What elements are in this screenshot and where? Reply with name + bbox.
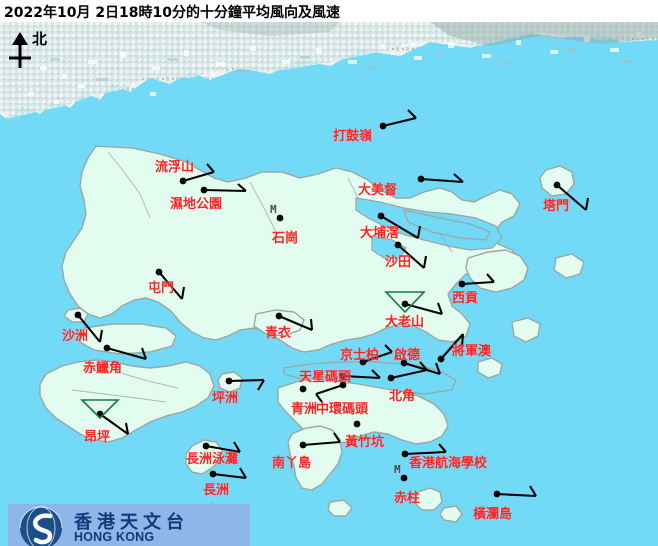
hko-logo-chinese: 香港天文台 (74, 512, 189, 533)
station-label: 北角 (389, 389, 416, 404)
station-label: 濕地公園 (170, 197, 223, 212)
north-arrow-icon (9, 32, 31, 68)
station-label: 天星碼頭 (299, 370, 352, 385)
north-label: 北 (32, 30, 48, 48)
station-marker-m: M (270, 203, 277, 216)
green-triangle-markers-layer (80, 291, 426, 420)
station-label: 大美督 (358, 183, 398, 198)
station-label: 石崗 (272, 231, 299, 246)
north-arrow: 北 (6, 28, 60, 72)
hko-logo-english: HONG KONG OBSERVATORY (74, 530, 170, 546)
hko-spiral-logo-icon (19, 506, 63, 546)
station-label: 赤柱 (394, 491, 421, 506)
station-label: 長洲 (203, 483, 230, 498)
station-label: 橫瀾島 (473, 507, 513, 522)
inner-water-layer (355, 197, 503, 259)
title-bar: 2022年10月 2日18時10分的十分鐘平均風向及風速 (0, 0, 658, 22)
station-marker-m: M (394, 463, 401, 476)
map-canvas[interactable]: 北 打鼓嶺流浮山濕地公園石崗 M 大美督塔門大埔滘沙田屯門西貢沙洲赤鱲角 青衣 大老山將… (0, 22, 658, 546)
station-label: 赤鱲角 (83, 361, 123, 376)
station-dots-layer (276, 214, 408, 482)
station-label: 將軍澳 (452, 344, 492, 359)
station-label: 流浮山 (155, 160, 195, 175)
river-layer (71, 151, 453, 403)
map-graphics (0, 22, 658, 546)
station-label: 屯門 (148, 281, 175, 296)
station-label: 坪洲 (212, 391, 239, 406)
wind-barbs-layer (74, 109, 590, 498)
station-label: 大老山 (385, 315, 425, 330)
station-label: 打鼓嶺 (333, 129, 373, 144)
hko-logo: 香港天文台 HONG KONG OBSERVATORY (8, 504, 250, 546)
station-label: 塔門 (543, 199, 570, 214)
station-label: 青衣 (265, 326, 292, 341)
page-title: 2022年10月 2日18時10分的十分鐘平均風向及風速 (4, 5, 341, 21)
station-label: 沙洲 (62, 329, 89, 344)
station-label: 京士柏 (340, 348, 380, 363)
mainland-china-layer (0, 22, 658, 176)
station-label: 昂坪 (84, 430, 111, 445)
station-label: 沙田 (385, 255, 412, 270)
station-label: 大埔滘 (360, 226, 400, 241)
station-label: 中環碼頭 (316, 402, 369, 417)
station-label: 南丫島 (272, 456, 312, 471)
station-label: 西貢 (452, 291, 479, 306)
station-label: 啟德 (394, 348, 421, 363)
station-label: 黃竹坑 (345, 435, 385, 450)
station-label: 青洲 (291, 402, 318, 417)
station-label: 香港航海學校 (409, 456, 488, 471)
station-label: 長洲泳灘 (186, 452, 239, 467)
